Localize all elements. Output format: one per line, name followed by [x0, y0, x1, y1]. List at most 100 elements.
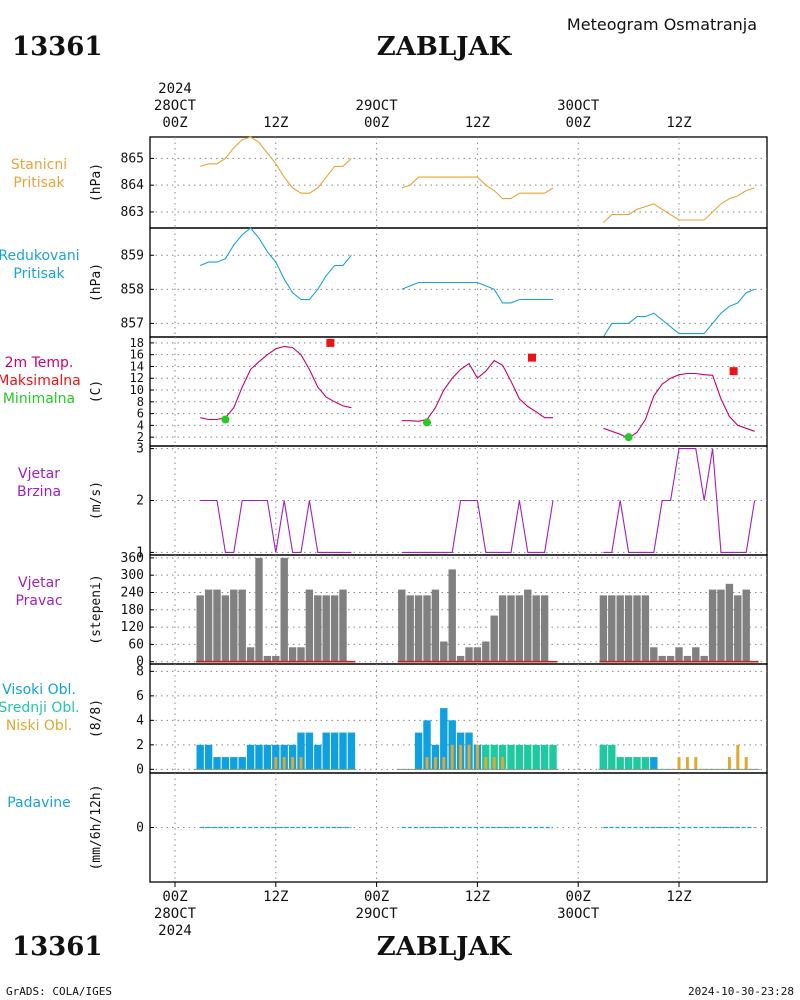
panel-precipitation: 0 (mm/6h/12h) Padavine	[7, 772, 768, 883]
wind-dir-bar	[666, 655, 675, 662]
max-temp-marker	[528, 353, 536, 362]
panel-label: Padavine	[7, 795, 71, 811]
cloud-high-bar	[230, 757, 238, 770]
wind-dir-bar	[473, 647, 482, 662]
cloud-mid-bar	[549, 744, 557, 770]
wind-dir-bar	[641, 595, 650, 662]
wind-dir-bar	[599, 595, 608, 662]
y-tick-label: 180	[121, 603, 144, 618]
cloud-high-bar	[305, 732, 314, 770]
wind-dir-bar	[305, 589, 314, 662]
y-tick-label: 2	[136, 494, 144, 509]
wind-dir-bar	[717, 589, 725, 662]
cloud-low-bar	[694, 757, 698, 770]
wind-dir-bar	[708, 589, 717, 662]
wind-dir-bar	[213, 589, 221, 662]
y-tick-label: 12	[130, 371, 144, 385]
wind-dir-bar	[490, 615, 498, 662]
panel-label: Niski Obl.	[6, 718, 72, 734]
series-line	[603, 448, 756, 553]
series-line	[200, 499, 352, 553]
cloud-mid-bar	[641, 757, 650, 770]
wind-dir-bar	[204, 589, 213, 662]
y-tick-label: 4	[137, 418, 144, 432]
y-tick-label: 2	[137, 430, 144, 444]
wind-dir-bar	[650, 647, 658, 662]
cloud-high-bar	[297, 732, 305, 770]
y-tick-label: 863	[121, 205, 144, 220]
cloud-high-bar	[314, 744, 322, 770]
series-line	[401, 359, 553, 422]
series-line	[199, 227, 352, 301]
cloud-high-bar	[347, 732, 356, 770]
panel-clouds: 8 6 4 2 0 (8/8) Visoki Obl. Srednji Obl. Niski O…	[0, 663, 768, 777]
bottom-hour-label: 12Z	[465, 889, 490, 905]
top-day-label: 29OCT	[356, 98, 399, 114]
bottom-hour-label: 12Z	[263, 889, 288, 905]
wind-dir-bar	[440, 641, 448, 662]
y-tick-label: 6	[136, 689, 144, 704]
panel-frame	[149, 336, 768, 447]
wind-dir-bar	[532, 595, 540, 662]
top-day-label: 28OCT	[154, 98, 197, 114]
cloud-high-bar	[339, 732, 347, 770]
cloud-mid-bar	[624, 757, 633, 770]
cloud-low-bar	[299, 757, 303, 770]
cloud-low-bar	[291, 757, 295, 770]
cloud-low-bar	[425, 757, 429, 770]
axis-unit-label: (C)	[89, 380, 104, 403]
panel-frame	[149, 136, 768, 229]
wind-dir-bar	[658, 655, 666, 662]
y-tick-label: 10	[130, 383, 144, 397]
cloud-high-bar	[423, 720, 431, 770]
wind-dir-bar	[624, 595, 633, 662]
wind-dir-bar	[608, 595, 616, 662]
min-temp-marker	[221, 415, 230, 424]
cloud-mid-bar	[524, 744, 532, 770]
y-tick-label: 1	[136, 545, 144, 560]
series-line	[200, 136, 352, 194]
series-line	[603, 372, 755, 439]
cloud-high-bar	[246, 744, 255, 770]
y-tick-label: 8	[136, 664, 144, 679]
y-tick-label: 864	[121, 178, 145, 193]
series-line	[401, 176, 554, 200]
panel-label: Vjetar	[18, 575, 60, 591]
series-line	[602, 288, 755, 338]
station-id-top: 13361	[12, 32, 102, 62]
meteogram-panels: 865864863(hPa)StanicniPritisak859858857(…	[0, 136, 768, 883]
axis-unit-label: (mm/6h/12h)	[89, 784, 104, 870]
wind-dir-bar	[322, 595, 330, 662]
cloud-high-bar	[263, 744, 272, 770]
panel-label: Vjetar	[18, 466, 60, 482]
wind-dir-bar	[288, 647, 297, 662]
cloud-mid-bar	[633, 757, 641, 770]
product-title: Meteogram Osmatranja	[567, 15, 757, 34]
cloud-low-bar	[475, 744, 479, 770]
cloud-low-bar	[727, 757, 731, 770]
series-line	[401, 281, 553, 304]
cloud-mid-bar	[616, 757, 624, 770]
y-tick-label: 18	[130, 336, 144, 350]
bottom-hour-label: 00Z	[364, 889, 389, 905]
y-tick-label: 857	[121, 316, 144, 331]
y-tick-label: 60	[128, 637, 144, 652]
wind-dir-bar	[700, 655, 708, 662]
wind-dir-bar	[196, 595, 204, 662]
wind-dir-bar	[540, 595, 549, 662]
cloud-mid-bar	[540, 744, 549, 770]
wind-dir-bar	[221, 595, 230, 662]
wind-dir-bar	[263, 655, 272, 662]
y-tick-label: 3	[136, 442, 144, 457]
cloud-low-bar	[442, 757, 446, 770]
panel-label: Stanicni	[11, 157, 67, 173]
y-tick-label: 859	[121, 248, 144, 263]
y-tick-label: 0	[136, 762, 144, 777]
y-tick-label: 240	[121, 585, 144, 600]
cloud-mid-bar	[507, 744, 515, 770]
y-tick-label: 360	[121, 551, 144, 566]
bottom-day-label: 29OCT	[356, 906, 399, 922]
y-tick-label: 8	[137, 395, 144, 409]
y-tick-label: 16	[130, 348, 144, 362]
footer-credit: GrADS: COLA/IGES	[6, 985, 112, 998]
